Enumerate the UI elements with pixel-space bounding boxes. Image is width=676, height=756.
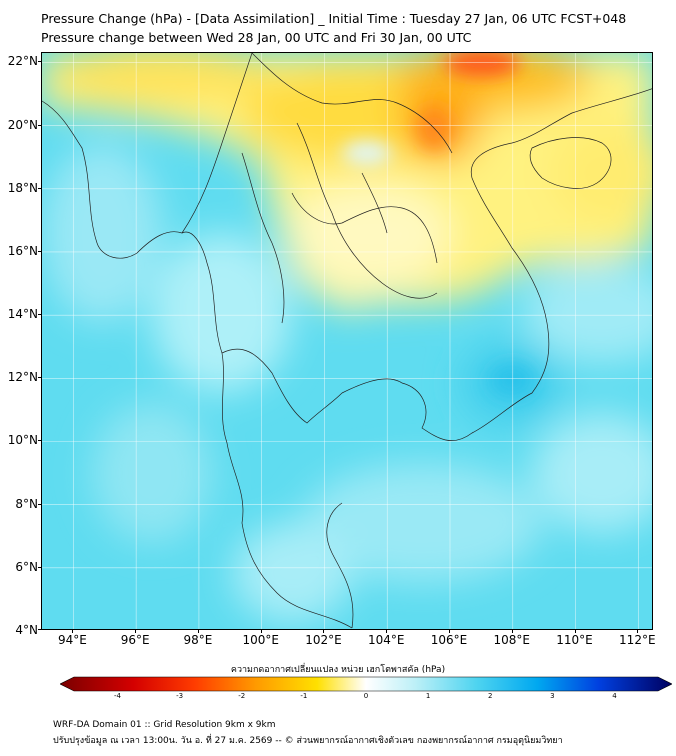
latitude-label: 12°N bbox=[7, 370, 38, 385]
colorbar-tick-label: 3 bbox=[550, 692, 555, 700]
longitude-tick bbox=[574, 630, 576, 633]
latitude-label: 18°N bbox=[7, 180, 38, 195]
longitude-tick bbox=[135, 630, 137, 633]
latitude-label: 14°N bbox=[7, 307, 38, 322]
longitude-label: 94°E bbox=[57, 633, 87, 647]
latitude-label: 6°N bbox=[15, 559, 38, 574]
latitude-tick bbox=[38, 377, 41, 379]
colorbar-label: ความกดอากาศเปลี่ยนแปลง หน่วย เฮกโตพาสคัล… bbox=[230, 665, 446, 675]
latitude-tick bbox=[38, 187, 41, 189]
latitude-tick bbox=[38, 314, 41, 316]
latitude-label: 20°N bbox=[7, 117, 38, 132]
longitude-tick bbox=[449, 630, 450, 633]
colorbar-ramp bbox=[60, 676, 672, 692]
longitude-tick bbox=[511, 630, 513, 633]
map-subtitle: Pressure change between Wed 28 Jan, 00 U… bbox=[41, 30, 472, 45]
colorbar bbox=[60, 676, 672, 692]
latitude-label: 22°N bbox=[7, 54, 38, 69]
colorbar-tick-label: -1 bbox=[300, 692, 308, 700]
colorbar-tick-label: 2 bbox=[488, 692, 493, 700]
colorbar-tick-label: 1 bbox=[425, 692, 431, 700]
colorbar-tick-label: -3 bbox=[176, 692, 184, 700]
longitude-label: 106°E bbox=[430, 633, 468, 647]
longitude-label: 104°E bbox=[367, 633, 405, 647]
longitude-label: 100°E bbox=[242, 633, 279, 647]
latitude-label: 10°N bbox=[7, 433, 38, 448]
map-canvas bbox=[42, 53, 652, 629]
colorbar-tick-label: -2 bbox=[238, 692, 246, 700]
longitude-label: 112°E bbox=[619, 633, 656, 647]
latitude-tick bbox=[38, 250, 41, 252]
latitude-label: 8°N bbox=[15, 496, 38, 511]
pressure-change-map bbox=[41, 52, 653, 630]
latitude-tick bbox=[38, 124, 41, 126]
latitude-tick bbox=[38, 629, 41, 630]
graticule bbox=[42, 53, 652, 629]
coastlines bbox=[42, 53, 652, 629]
latitude-tick bbox=[38, 503, 41, 505]
longitude-tick bbox=[260, 630, 262, 633]
longitude-tick bbox=[72, 630, 74, 633]
longitude-tick bbox=[197, 630, 199, 633]
longitude-tick bbox=[323, 630, 325, 633]
colorbar-tick-label: -4 bbox=[113, 692, 121, 700]
longitude-label: 108°E bbox=[493, 633, 531, 647]
field-shading bbox=[42, 53, 652, 623]
longitude-label: 96°E bbox=[120, 633, 150, 647]
latitude-tick bbox=[38, 440, 41, 442]
longitude-tick bbox=[386, 630, 388, 633]
map-title: Pressure Change (hPa) - [Data Assimilati… bbox=[41, 11, 627, 26]
footer-credit: ปรับปรุงข้อมูล ณ เวลา 13:00น. วัน อ. ที่… bbox=[53, 736, 563, 746]
longitude-label: 98°E bbox=[183, 633, 213, 647]
footer-model-info: WRF-DA Domain 01 :: Grid Resolution 9km … bbox=[53, 720, 276, 730]
longitude-label: 102°E bbox=[305, 633, 342, 647]
latitude-tick bbox=[38, 61, 41, 63]
longitude-label: 110°E bbox=[556, 633, 593, 647]
longitude-tick bbox=[637, 630, 639, 633]
latitude-tick bbox=[38, 566, 41, 568]
colorbar-tick-label: 0 bbox=[363, 692, 369, 700]
latitude-label: 16°N bbox=[7, 243, 38, 258]
latitude-label: 4°N bbox=[15, 623, 38, 637]
colorbar-tick-label: 4 bbox=[612, 692, 617, 700]
